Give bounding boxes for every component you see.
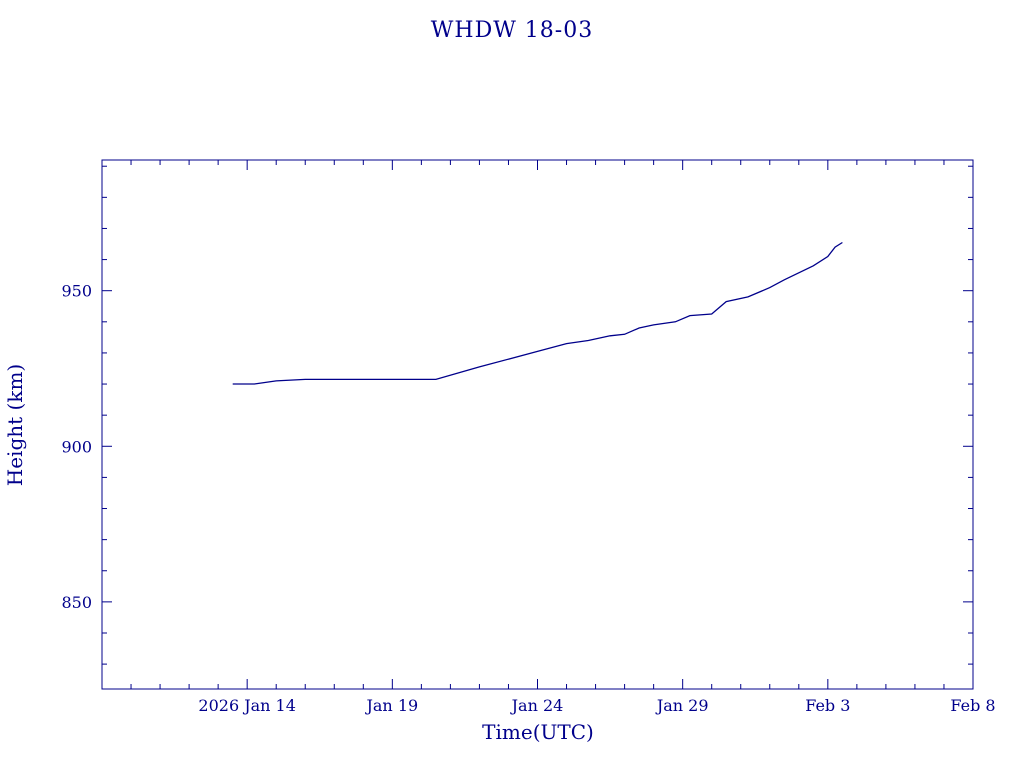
x-tick-label: Jan 24 xyxy=(510,696,564,715)
x-tick-label: Jan 19 xyxy=(364,696,418,715)
y-tick-label: 850 xyxy=(61,593,92,612)
y-tick-label: 900 xyxy=(61,437,92,456)
x-axis-label: Time(UTC) xyxy=(482,720,594,744)
x-tick-label: 2026 Jan 14 xyxy=(198,696,296,715)
x-tick-label: Feb 8 xyxy=(950,696,995,715)
tick-labels: 2026 Jan 14 Jan 19 Jan 24 Jan 29 Feb 3 Feb 8 8… xyxy=(61,282,995,715)
series-group xyxy=(232,241,843,385)
plot-frame xyxy=(101,159,974,690)
y-axis-label: Height (km) xyxy=(3,364,27,486)
x-tick-label: Jan 29 xyxy=(655,696,709,715)
series-line xyxy=(232,241,843,385)
chart-title: WHDW 18-03 xyxy=(431,18,593,43)
x-tick-label: Feb 3 xyxy=(805,696,850,715)
axis-ticks xyxy=(102,160,973,689)
y-tick-label: 950 xyxy=(61,282,92,301)
